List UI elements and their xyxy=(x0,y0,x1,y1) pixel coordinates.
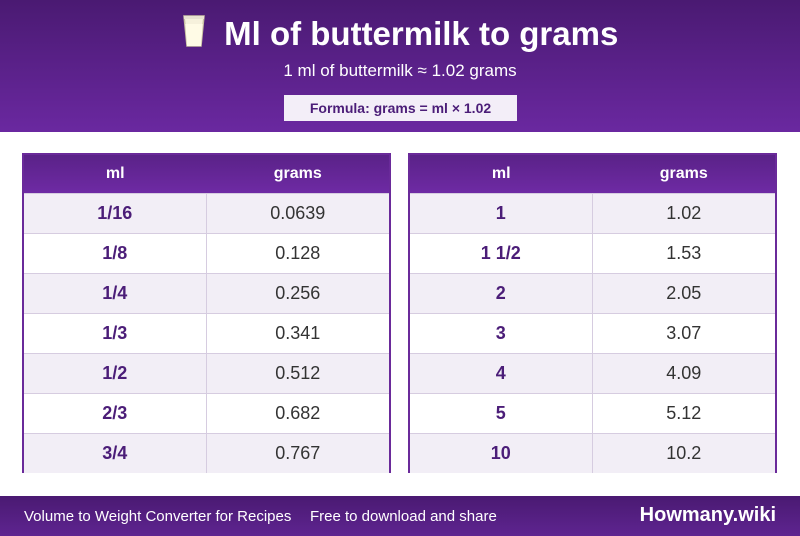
grams-cell: 0.512 xyxy=(275,363,321,383)
table-row: 1 1/2 1.53 xyxy=(410,233,775,273)
grams-cell: 4.09 xyxy=(666,363,702,383)
page-title: Ml of buttermilk to grams xyxy=(224,14,619,52)
ml-cell: 5 xyxy=(410,394,593,433)
grams-cell: 0.341 xyxy=(275,323,321,343)
table-row: 5 5.12 xyxy=(410,393,775,433)
footer-description: Volume to Weight Converter for Recipes xyxy=(24,508,292,525)
grams-cell: 10.2 xyxy=(666,443,702,463)
table-row: 10 10.2 xyxy=(410,433,775,473)
table-row: 1/3 0.341 xyxy=(24,313,389,353)
table-body: 1 1.02 1 1/2 1.53 2 2.05 3 3.07 4 4.09 5 5.12 … xyxy=(410,193,775,473)
formula-badge: Formula: grams = ml × 1.02 xyxy=(284,95,517,121)
column-header-grams: grams xyxy=(273,165,322,182)
table-row: 1 1.02 xyxy=(410,193,775,233)
table-row: 1/8 0.128 xyxy=(24,233,389,273)
conversion-table-left: ml grams 1/16 0.0639 1/8 0.128 1/4 0.256 1/… xyxy=(22,153,391,473)
header: Ml of buttermilk to grams 1 ml of butter… xyxy=(0,0,800,132)
table-row: 2 2.05 xyxy=(410,273,775,313)
glass-of-milk-icon xyxy=(182,14,206,53)
table-header: ml grams xyxy=(410,155,775,193)
grams-cell: 0.767 xyxy=(275,443,321,463)
grams-cell: 0.256 xyxy=(275,283,321,303)
ml-cell: 2/3 xyxy=(24,394,207,433)
grams-cell: 3.07 xyxy=(666,323,702,343)
ml-cell: 2 xyxy=(410,274,593,313)
grams-cell: 0.682 xyxy=(275,403,321,423)
table-row: 3/4 0.767 xyxy=(24,433,389,473)
ml-cell: 1/4 xyxy=(24,274,207,313)
column-header-ml: ml xyxy=(105,165,125,182)
ml-cell: 10 xyxy=(410,434,593,473)
grams-cell: 0.0639 xyxy=(270,203,326,223)
table-header: ml grams xyxy=(24,155,389,193)
title-row: Ml of buttermilk to grams xyxy=(0,14,800,54)
ml-cell: 3 xyxy=(410,314,593,353)
ml-cell: 1/8 xyxy=(24,234,207,273)
table-row: 1/4 0.256 xyxy=(24,273,389,313)
table-row: 2/3 0.682 xyxy=(24,393,389,433)
table-row: 4 4.09 xyxy=(410,353,775,393)
table-row: 1/2 0.512 xyxy=(24,353,389,393)
ml-cell: 1 xyxy=(410,194,593,233)
grams-cell: 5.12 xyxy=(666,403,702,423)
subtitle: 1 ml of buttermilk ≈ 1.02 grams xyxy=(283,61,517,80)
ml-cell: 4 xyxy=(410,354,593,393)
conversion-table-right: ml grams 1 1.02 1 1/2 1.53 2 2.05 3 3.07 4 4.… xyxy=(408,153,777,473)
ml-cell: 1/3 xyxy=(24,314,207,353)
brand-link[interactable]: Howmany.wiki xyxy=(639,504,776,526)
ml-cell: 1 1/2 xyxy=(410,234,593,273)
grams-cell: 1.53 xyxy=(666,243,702,263)
ml-cell: 1/16 xyxy=(24,194,207,233)
table-body: 1/16 0.0639 1/8 0.128 1/4 0.256 1/3 0.341 1/… xyxy=(24,193,389,473)
column-header-grams: grams xyxy=(659,165,708,182)
grams-cell: 2.05 xyxy=(666,283,702,303)
table-row: 3 3.07 xyxy=(410,313,775,353)
grams-cell: 1.02 xyxy=(666,203,702,223)
column-header-ml: ml xyxy=(491,165,511,182)
ml-cell: 3/4 xyxy=(24,434,207,473)
table-row: 1/16 0.0639 xyxy=(24,193,389,233)
grams-cell: 0.128 xyxy=(275,243,321,263)
ml-cell: 1/2 xyxy=(24,354,207,393)
footer: Volume to Weight Converter for Recipes F… xyxy=(0,496,800,536)
footer-share-note: Free to download and share xyxy=(310,508,497,525)
